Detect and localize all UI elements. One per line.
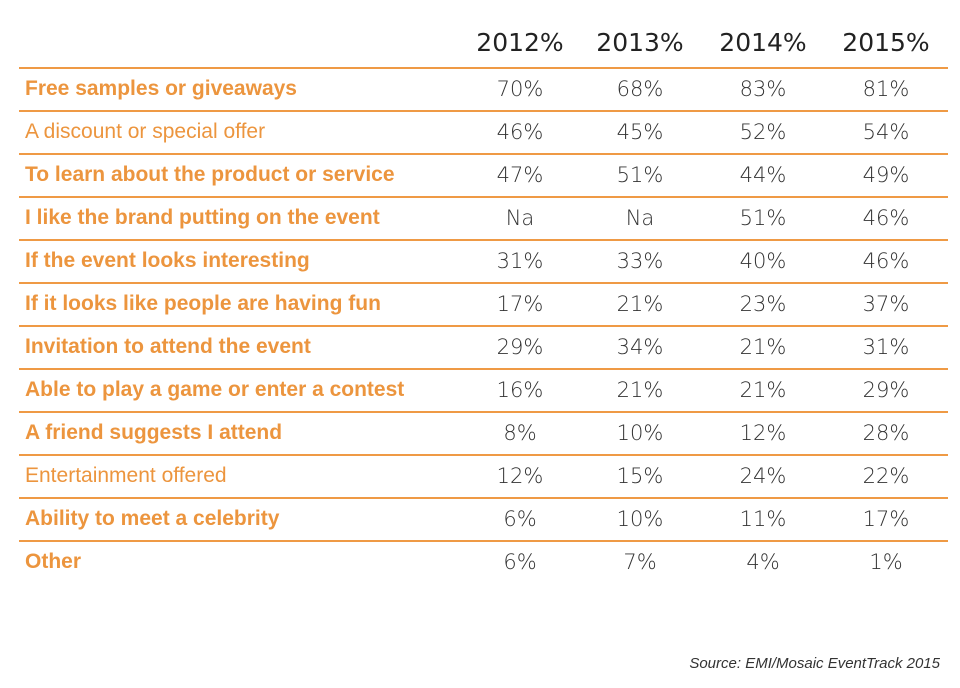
table-row: If it looks like people are having fun 17… bbox=[19, 282, 948, 327]
table-cell: 40% bbox=[739, 249, 787, 273]
row-label: Ability to meet a celebrity bbox=[25, 507, 280, 530]
table-row: If the event looks interesting 31% 33% 40% 4… bbox=[19, 239, 948, 284]
column-header-2012: 2012% bbox=[476, 28, 564, 57]
table-cell: 31% bbox=[862, 335, 910, 359]
table-cell: 21% bbox=[739, 335, 787, 359]
table-cell: 21% bbox=[616, 378, 664, 402]
table-cell: 29% bbox=[862, 378, 910, 402]
table-cell: 8% bbox=[503, 421, 537, 445]
table-cell: 4% bbox=[746, 550, 780, 574]
table-row: Other 6% 7% 4% 1% bbox=[19, 540, 948, 585]
table-cell: 34% bbox=[616, 335, 664, 359]
table-cell: 22% bbox=[862, 464, 910, 488]
row-label: To learn about the product or service bbox=[25, 163, 395, 186]
table-row: To learn about the product or service 47%… bbox=[19, 153, 948, 198]
table-row: Free samples or giveaways 70% 68% 83% 81% bbox=[19, 67, 948, 112]
table-cell: 46% bbox=[862, 249, 910, 273]
table-row: Able to play a game or enter a contest 16… bbox=[19, 368, 948, 413]
table-cell: 10% bbox=[616, 421, 664, 445]
table-cell: 10% bbox=[616, 507, 664, 531]
table-cell: 21% bbox=[616, 292, 664, 316]
table-cell: 17% bbox=[862, 507, 910, 531]
table-cell: Na bbox=[625, 206, 655, 230]
table-cell: 49% bbox=[862, 163, 910, 187]
row-label: Free samples or giveaways bbox=[25, 77, 297, 100]
table-cell: 24% bbox=[739, 464, 787, 488]
table-row: Invitation to attend the event 29% 34% 21% 3… bbox=[19, 325, 948, 370]
table-cell: 52% bbox=[739, 120, 787, 144]
row-label: If it looks like people are having fun bbox=[25, 292, 381, 315]
table-cell: 51% bbox=[616, 163, 664, 187]
column-header-2014: 2014% bbox=[719, 28, 807, 57]
row-label: Other bbox=[25, 550, 82, 573]
table-cell: 29% bbox=[496, 335, 544, 359]
table-cell: 51% bbox=[739, 206, 787, 230]
table-cell: 11% bbox=[739, 507, 787, 531]
table-row: Entertainment offered 12% 15% 24% 22% bbox=[19, 454, 948, 499]
table-cell: 70% bbox=[496, 77, 544, 101]
table-cell: 37% bbox=[862, 292, 910, 316]
table-cell: 6% bbox=[503, 507, 537, 531]
table-cell: 45% bbox=[616, 120, 664, 144]
table-row: A friend suggests I attend 8% 10% 12% 28% bbox=[19, 411, 948, 456]
row-label: I like the brand putting on the event bbox=[25, 206, 380, 229]
table-cell: 31% bbox=[496, 249, 544, 273]
table-cell: 47% bbox=[496, 163, 544, 187]
table-cell: 23% bbox=[739, 292, 787, 316]
row-label: A friend suggests I attend bbox=[25, 421, 283, 444]
table-cell: 68% bbox=[616, 77, 664, 101]
table-cell: 1% bbox=[869, 550, 903, 574]
row-label: If the event looks interesting bbox=[25, 249, 310, 272]
row-label: A discount or special offer bbox=[25, 120, 266, 143]
table-row: A discount or special offer 46% 45% 52% 54% bbox=[19, 110, 948, 155]
table-cell: 12% bbox=[739, 421, 787, 445]
source-note: Source: EMI/Mosaic EventTrack 2015 bbox=[689, 655, 940, 672]
row-label: Entertainment offered bbox=[25, 464, 227, 487]
table-cell: 16% bbox=[496, 378, 544, 402]
table-cell: 21% bbox=[739, 378, 787, 402]
table-cell: 33% bbox=[616, 249, 664, 273]
table-cell: 83% bbox=[739, 77, 787, 101]
table-cell: 12% bbox=[496, 464, 544, 488]
table-cell: Na bbox=[505, 206, 535, 230]
table-cell: 44% bbox=[739, 163, 787, 187]
table-cell: 6% bbox=[503, 550, 537, 574]
table-header: 2012% 2013% 2014% 2015% bbox=[0, 28, 960, 68]
column-header-2015: 2015% bbox=[842, 28, 930, 57]
table-row: Ability to meet a celebrity 6% 10% 11% 17% bbox=[19, 497, 948, 542]
row-label: Invitation to attend the event bbox=[25, 335, 311, 358]
column-header-2013: 2013% bbox=[596, 28, 684, 57]
table-cell: 46% bbox=[496, 120, 544, 144]
table-row: I like the brand putting on the event Na N… bbox=[19, 196, 948, 241]
row-label: Able to play a game or enter a contest bbox=[25, 378, 405, 401]
table-cell: 54% bbox=[862, 120, 910, 144]
table-cell: 17% bbox=[496, 292, 544, 316]
table-cell: 46% bbox=[862, 206, 910, 230]
table-cell: 28% bbox=[862, 421, 910, 445]
table-cell: 81% bbox=[862, 77, 910, 101]
table-cell: 7% bbox=[623, 550, 657, 574]
table-cell: 15% bbox=[616, 464, 664, 488]
